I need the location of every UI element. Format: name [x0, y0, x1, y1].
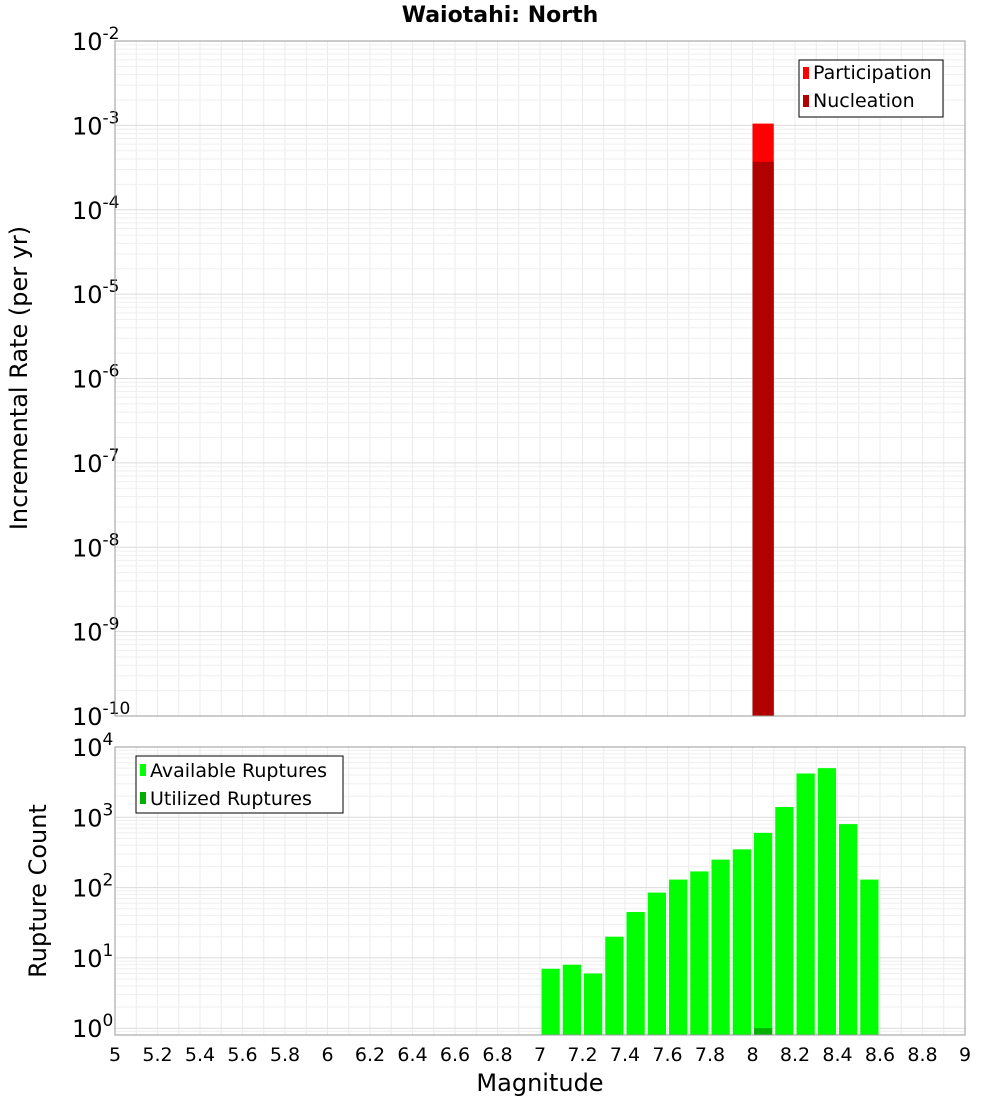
- rate-y-tick-label: 10-8: [72, 530, 120, 562]
- rupture-bar-available-ruptures: [647, 892, 666, 1035]
- x-tick-label: 5: [109, 1044, 121, 1066]
- rate-y-tick-label: 10-6: [72, 362, 120, 394]
- rupture-bar-available-ruptures: [669, 879, 688, 1035]
- rupture-y-tick-label: 102: [72, 871, 113, 903]
- rate-bar-nucleation: [752, 161, 774, 716]
- x-tick-label: 7.4: [610, 1044, 640, 1066]
- rate-y-tick-label: 10-4: [72, 193, 120, 225]
- rate-y-tick-label: 10-10: [72, 699, 130, 731]
- rupture-bar-available-ruptures: [839, 824, 858, 1035]
- utilized-legend-swatch: [140, 792, 146, 804]
- rate-y-axis-label: Incremental Rate (per yr): [5, 226, 33, 530]
- rupture-bar-available-ruptures: [605, 936, 624, 1035]
- rupture-bar-available-ruptures: [817, 768, 836, 1035]
- x-tick-label: 5.8: [270, 1044, 300, 1066]
- x-tick-label: 6.4: [397, 1044, 427, 1066]
- x-axis-label: Magnitude: [476, 1069, 603, 1097]
- rate-grid: [114, 41, 966, 717]
- rate-plot-border: [114, 40, 966, 717]
- rupture-y-tick-label: 104: [72, 730, 113, 762]
- rupture-legend: Available Ruptures Utilized Ruptures: [135, 755, 344, 814]
- x-tick-label: 8.6: [865, 1044, 895, 1066]
- x-tick-label: 5.6: [227, 1044, 257, 1066]
- utilized-legend-label: Utilized Ruptures: [150, 788, 312, 810]
- rate-y-tick-label: 10-2: [72, 24, 120, 56]
- rate-y-tick-label: 10-3: [72, 108, 120, 140]
- rupture-legend-box: [135, 755, 344, 814]
- nucleation-legend-label: Nucleation: [813, 90, 915, 112]
- rate-bars: [752, 123, 774, 716]
- rupture-y-ticks: 100 101 102 103 104: [72, 730, 113, 1043]
- x-tick-label: 7.2: [567, 1044, 597, 1066]
- x-tick-label: 6: [321, 1044, 333, 1066]
- rate-panel: 10-10 10-9 10-8 10-7 10-6 10-5 10-4 10-3 10-2 In…: [5, 24, 966, 731]
- rupture-bars: [541, 768, 879, 1035]
- rupture-y-tick-label: 101: [72, 941, 113, 973]
- x-tick-label: 7.8: [695, 1044, 725, 1066]
- rupture-bar-available-ruptures: [860, 879, 879, 1035]
- rupture-y-axis-label: Rupture Count: [24, 804, 52, 978]
- participation-legend-label: Participation: [813, 62, 932, 84]
- rupture-bar-available-ruptures: [690, 871, 709, 1035]
- rupture-bar-available-ruptures: [775, 807, 794, 1035]
- rupture-bar-available-ruptures: [711, 859, 730, 1035]
- rate-y-tick-label: 10-5: [72, 277, 120, 309]
- x-tick-label: 8.8: [907, 1044, 937, 1066]
- x-tick-label: 5.2: [142, 1044, 172, 1066]
- rate-y-tick-label: 10-7: [72, 446, 120, 478]
- rate-legend-box: [798, 59, 944, 118]
- rate-y-tick-label: 10-9: [72, 615, 120, 647]
- rate-legend: Participation Nucleation: [798, 59, 944, 118]
- magnitude-x-ticks: 5 5.2 5.4 5.6 5.8 6 6.2 6.4 6.6 6.8 7 7.2 7.4 7.6 7.8 8…: [109, 1044, 971, 1066]
- x-tick-label: 7.6: [652, 1044, 682, 1066]
- x-tick-label: 8: [746, 1044, 758, 1066]
- rupture-bar-available-ruptures: [754, 832, 773, 1035]
- chart-title: Waiotahi: North: [402, 3, 599, 28]
- rupture-bar-available-ruptures: [626, 911, 645, 1035]
- rupture-bar-available-ruptures: [796, 773, 815, 1035]
- available-legend-label: Available Ruptures: [150, 760, 327, 782]
- rupture-bar-available-ruptures: [732, 849, 751, 1035]
- x-tick-label: 6.6: [440, 1044, 470, 1066]
- rupture-bar-available-ruptures: [584, 973, 603, 1035]
- rupture-y-tick-label: 100: [72, 1011, 113, 1043]
- rupture-count-panel: 100 101 102 103 104 5 5.2 5.4 5.6 5.8 6 6.2 6.4 6.6 6…: [24, 730, 971, 1097]
- nucleation-legend-swatch: [803, 95, 809, 107]
- available-legend-swatch: [140, 764, 146, 776]
- x-tick-label: 5.4: [185, 1044, 215, 1066]
- x-tick-label: 9: [959, 1044, 971, 1066]
- rupture-y-tick-label: 103: [72, 800, 113, 832]
- rupture-plot-border: [114, 746, 966, 1036]
- x-tick-label: 6.2: [355, 1044, 385, 1066]
- participation-legend-swatch: [803, 67, 809, 79]
- x-tick-label: 8.4: [822, 1044, 852, 1066]
- x-tick-label: 8.2: [780, 1044, 810, 1066]
- rupture-bar-utilized-ruptures: [754, 1028, 773, 1035]
- x-tick-label: 7: [534, 1044, 546, 1066]
- x-tick-label: 6.8: [482, 1044, 512, 1066]
- rupture-bar-available-ruptures: [541, 968, 560, 1035]
- rupture-bar-available-ruptures: [562, 964, 581, 1035]
